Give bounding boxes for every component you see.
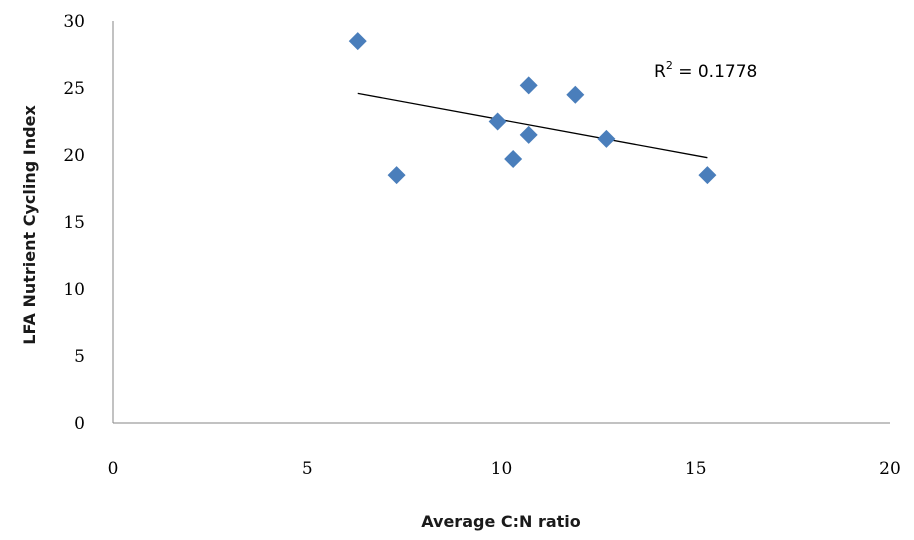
x-tick-label: 10 — [491, 459, 513, 479]
data-point — [566, 85, 585, 104]
data-point — [698, 166, 717, 185]
y-tick-label: 0 — [74, 414, 85, 434]
data-points — [348, 32, 717, 185]
x-tick-label: 0 — [108, 459, 119, 479]
trendline — [357, 92, 708, 159]
x-axis-title: Average C:N ratio — [421, 512, 581, 531]
data-point — [597, 129, 616, 148]
y-tick-label: 10 — [63, 280, 85, 300]
data-point — [504, 150, 523, 169]
y-axis-title: LFA Nutrient Cycling Index — [20, 105, 39, 345]
y-tick-label: 15 — [63, 213, 85, 233]
y-tick-label: 5 — [74, 347, 85, 367]
y-tick-label: 25 — [63, 79, 85, 99]
x-tick-label: 5 — [302, 459, 313, 479]
y-tick-label: 30 — [63, 12, 85, 32]
y-tick-label: 20 — [63, 146, 85, 166]
r-squared-annotation: R2 = 0.1778 — [654, 59, 757, 82]
data-point — [519, 125, 538, 144]
data-point — [519, 76, 538, 95]
data-point — [488, 112, 507, 131]
x-tick-label: 20 — [879, 459, 901, 479]
data-point — [348, 32, 367, 51]
x-tick-labels: 0 5 10 15 20 — [108, 459, 901, 479]
data-point — [387, 166, 406, 185]
y-tick-labels: 0 5 10 15 20 25 30 — [63, 12, 85, 434]
x-tick-label: 15 — [685, 459, 707, 479]
